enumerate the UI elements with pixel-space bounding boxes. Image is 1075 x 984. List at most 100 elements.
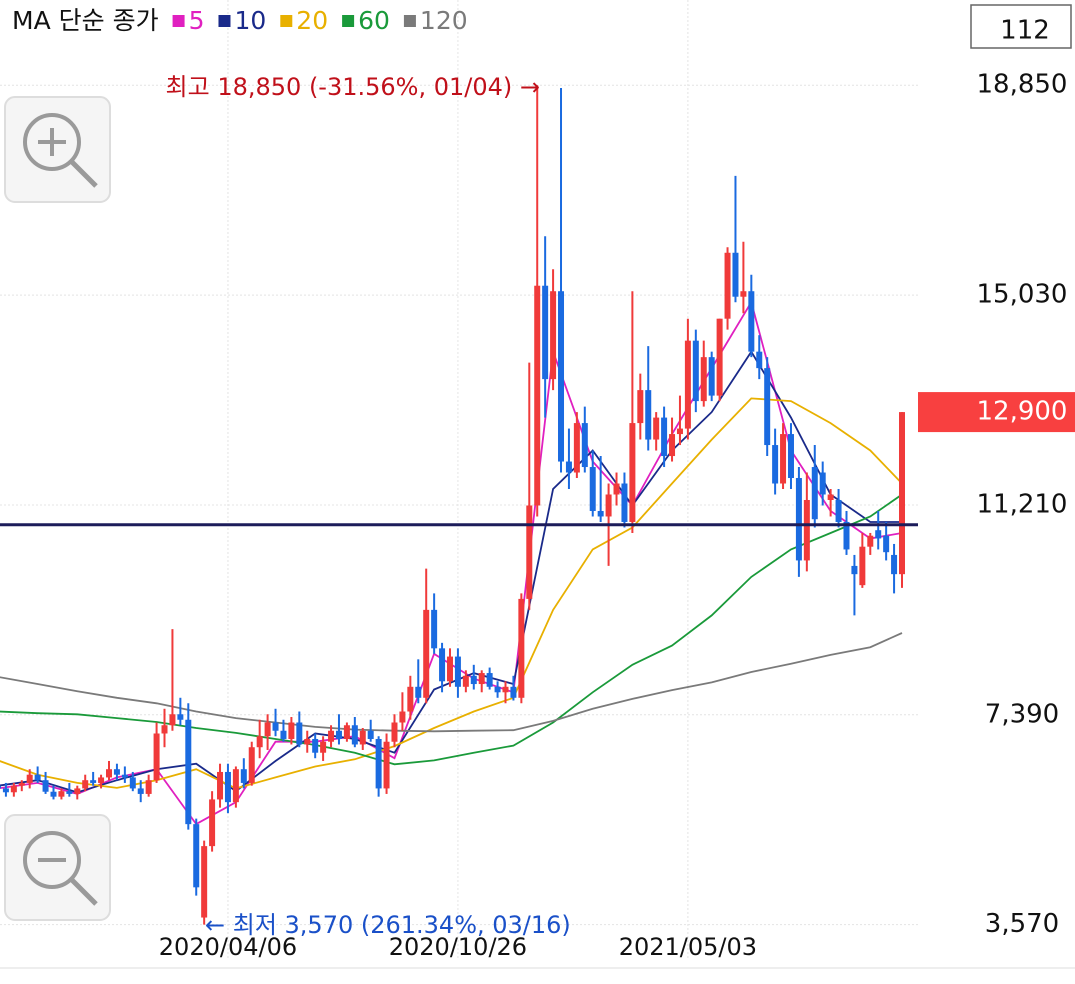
candle-body [787, 434, 794, 479]
candle-body [391, 722, 398, 742]
candle-body [312, 738, 319, 753]
low-annotation: ← 최저 3,570 (261.34%, 03/16) [205, 911, 571, 939]
candle-body [645, 390, 652, 440]
zoom-in-button[interactable] [4, 96, 111, 203]
candle-body [113, 769, 120, 775]
candle-body [795, 478, 802, 561]
legend-swatch [218, 15, 231, 27]
candle-body [209, 799, 216, 847]
candle-body [637, 390, 644, 424]
candle-body [240, 769, 247, 783]
legend-swatch [280, 15, 293, 27]
candle-body [82, 780, 89, 789]
candle-body [431, 609, 438, 649]
candle-body [518, 598, 525, 698]
candle-body [98, 777, 105, 783]
legend-label: 60 [358, 6, 390, 35]
ma-line [0, 632, 903, 733]
candle-body [613, 483, 620, 495]
candle-body [423, 609, 430, 698]
candle-body [264, 722, 271, 737]
candle-body [558, 291, 565, 462]
candle-body [129, 777, 136, 789]
candle-body [320, 741, 327, 753]
candle-body [462, 675, 469, 687]
candle-body [2, 788, 9, 793]
candle-body [867, 535, 874, 547]
candle-body [811, 467, 818, 520]
candle-body [772, 445, 779, 484]
candle-body [375, 738, 382, 789]
y-tick-label: 11,210 [977, 489, 1068, 519]
candle-body [605, 494, 612, 517]
candle-body [224, 771, 231, 803]
candle-body [764, 368, 771, 446]
icon [23, 113, 81, 171]
candle-body [58, 791, 65, 797]
legend-label: 120 [420, 6, 468, 35]
candle-body [550, 291, 557, 380]
candle-body [883, 535, 890, 553]
icon [69, 159, 98, 188]
candle-body [732, 252, 739, 297]
y-tick-label: 18,850 [977, 70, 1068, 100]
legend-swatch [342, 15, 355, 27]
candle-body [629, 423, 636, 522]
candle-body [185, 719, 192, 825]
candle-body [875, 530, 882, 539]
candle-body [724, 252, 731, 319]
candle-body [232, 769, 239, 803]
candle-body [589, 467, 596, 511]
y-tick-label: 3,570 [985, 909, 1059, 939]
candle-body [661, 417, 668, 457]
candle-body [153, 733, 160, 781]
candle-body [407, 686, 414, 712]
candle-body [399, 711, 406, 723]
candle-body [217, 771, 224, 800]
candle-body [18, 782, 25, 786]
high-annotation: 최고 18,850 (-31.56%, 01/04) → [166, 73, 540, 101]
candle-body [50, 791, 57, 797]
candle-body [859, 546, 866, 586]
candle-body [486, 673, 493, 687]
x-tick-label: 2020/10/26 [389, 933, 527, 961]
candle-body [891, 554, 898, 575]
candle-body [708, 357, 715, 396]
candle-body [470, 675, 477, 685]
candle-body [748, 291, 755, 352]
candle-body [415, 686, 422, 698]
candle-body [478, 673, 485, 685]
x-tick-label: 2021/05/03 [619, 933, 757, 961]
info-box [970, 4, 1072, 49]
candle-body [676, 428, 683, 435]
candle-body [74, 788, 81, 794]
candle-body [502, 686, 509, 693]
candle-body [899, 412, 906, 575]
candle-body [288, 722, 295, 739]
candle-body [343, 725, 350, 739]
candle-body [10, 785, 17, 793]
candle-body [296, 722, 303, 745]
candle-body [827, 494, 834, 500]
candle-body [692, 340, 699, 402]
candle-body [819, 472, 826, 495]
overlay: 3,570 7,390 11,210 15,030 18,850 2020/04/06 20… [0, 6, 1075, 961]
candle-body [328, 730, 335, 742]
candle-body [201, 846, 208, 918]
zoom-out-button[interactable] [4, 814, 111, 921]
candle-body [145, 780, 152, 794]
candle-body [439, 648, 446, 682]
candle-body [581, 423, 588, 468]
candle-body [335, 730, 342, 739]
candle-body [137, 788, 144, 794]
grid [0, 0, 918, 960]
candle-body [843, 521, 850, 550]
candle-body [169, 714, 176, 726]
candle-body [193, 824, 200, 888]
candle-body [510, 686, 517, 698]
candle-body [256, 736, 263, 748]
legend-label: 5 [189, 6, 205, 35]
y-tick-label: 7,390 [985, 699, 1059, 729]
candle-body [653, 417, 660, 440]
candle-body [669, 434, 676, 457]
